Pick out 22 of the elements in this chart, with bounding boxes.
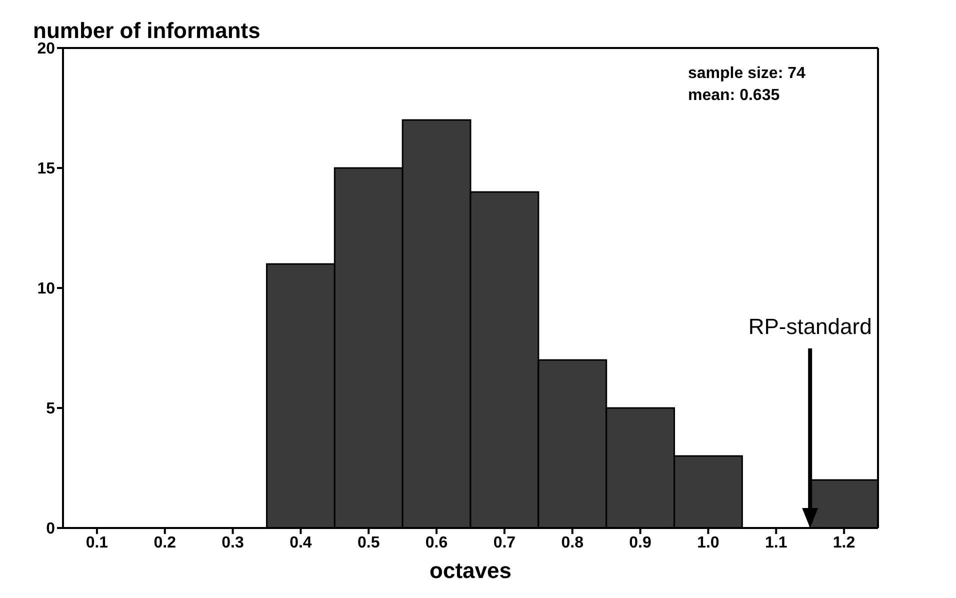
x-tick-label: 0.8 xyxy=(561,534,584,552)
x-axis-title: octaves xyxy=(430,558,512,583)
x-tick-label: 0.4 xyxy=(290,534,312,552)
x-tick-label: 0.5 xyxy=(358,534,380,552)
y-tick-label: 0 xyxy=(46,520,56,538)
annotation: mean: 0.635 xyxy=(688,87,780,104)
y-tick-label: 10 xyxy=(37,280,56,298)
y-tick-label: 20 xyxy=(37,40,56,58)
x-tick-label: 1.2 xyxy=(832,534,856,552)
x-tick-label: 0.7 xyxy=(493,534,516,552)
x-tick-label: 1.1 xyxy=(765,534,788,552)
y-tick-label: 15 xyxy=(37,160,56,178)
x-tick-label: 1.0 xyxy=(697,534,720,552)
x-tick-label: 0.9 xyxy=(629,534,652,552)
annotation: sample size: 74 xyxy=(688,65,806,82)
x-tick-label: 0.6 xyxy=(425,534,448,552)
x-tick-label: 0.3 xyxy=(222,534,244,552)
x-tick-label: 0.1 xyxy=(86,534,108,552)
y-axis-title: number of informants xyxy=(33,18,260,43)
ref-line-label: RP-standard xyxy=(748,314,872,339)
x-tick-label: 0.2 xyxy=(154,534,176,552)
y-tick-label: 5 xyxy=(46,400,56,418)
